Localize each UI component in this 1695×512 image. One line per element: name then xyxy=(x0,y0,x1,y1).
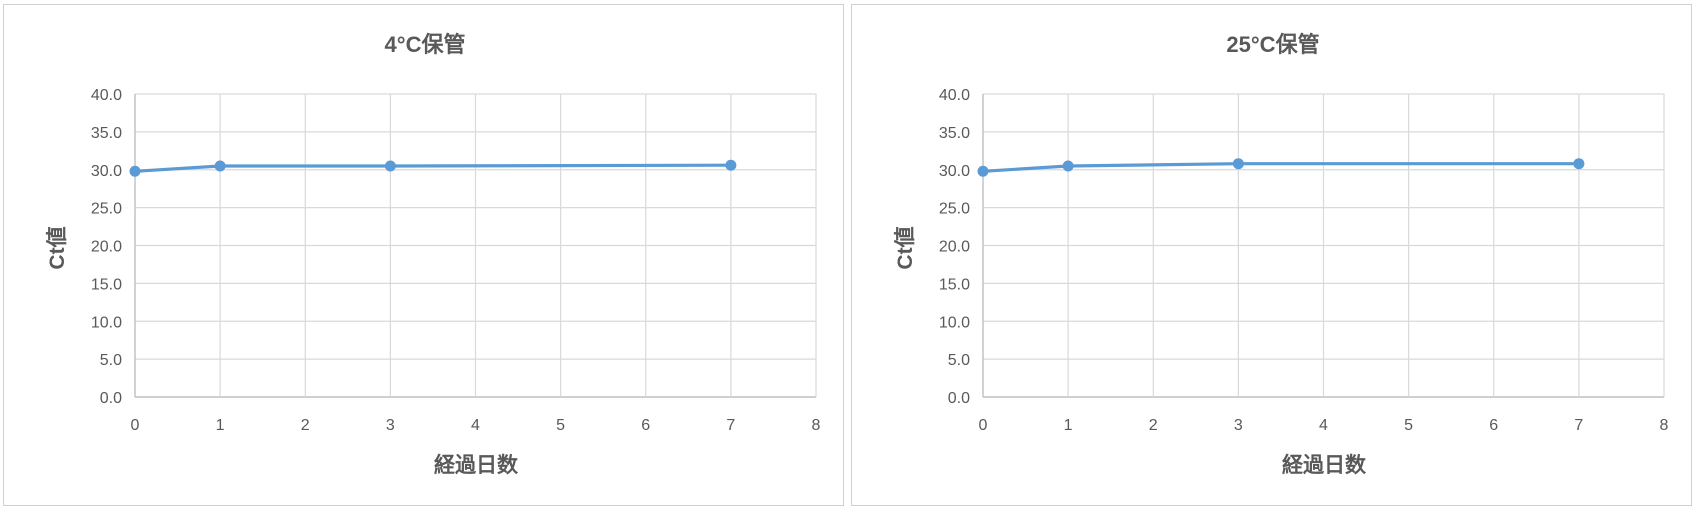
y-tick-label: 15.0 xyxy=(939,276,970,293)
data-point xyxy=(977,165,989,177)
y-tick-label: 35.0 xyxy=(939,125,970,142)
x-axis-title: 経過日数 xyxy=(434,453,519,477)
y-tick-label: 40.0 xyxy=(939,87,970,104)
x-tick-label: 7 xyxy=(726,417,735,434)
chart-panel-4c: 4°C保管 0.0 5.0 10.0 15.0 20.0 25.0 30.0 35.0 40.0… xyxy=(3,4,844,506)
x-tick-label: 4 xyxy=(1319,417,1328,434)
x-tick-labels: 0 1 2 3 4 5 6 7 8 xyxy=(979,417,1669,434)
y-tick-label: 40.0 xyxy=(91,87,122,104)
x-tick-label: 0 xyxy=(131,417,140,434)
series xyxy=(977,158,1585,177)
chart-panel-25c: 25°C保管 0.0 5.0 10.0 15.0 20.0 25.0 30.0 35.0 40.… xyxy=(851,4,1692,506)
x-tick-label: 6 xyxy=(641,417,650,434)
x-tick-label: 6 xyxy=(1489,417,1498,434)
x-tick-label: 0 xyxy=(979,417,988,434)
grid xyxy=(982,93,1665,398)
y-tick-label: 25.0 xyxy=(939,201,970,218)
x-tick-label: 1 xyxy=(1064,417,1073,434)
x-tick-label: 2 xyxy=(1149,417,1158,434)
x-tick-labels: 0 1 2 3 4 5 6 7 8 xyxy=(131,417,821,434)
y-tick-label: 10.0 xyxy=(939,314,970,331)
data-point xyxy=(384,160,396,172)
x-tick-label: 8 xyxy=(1660,417,1669,434)
y-tick-label: 20.0 xyxy=(91,239,122,256)
series-line xyxy=(981,162,1581,173)
x-tick-label: 1 xyxy=(216,417,225,434)
x-tick-label: 3 xyxy=(386,417,395,434)
data-point xyxy=(214,160,226,172)
y-axis-title: Ct値 xyxy=(893,226,917,269)
x-tick-label: 8 xyxy=(812,417,821,434)
chart-svg: 25°C保管 0.05.010.015.020.025.030.035.040.… xyxy=(893,32,1669,477)
x-axis-title: 経過日数 xyxy=(1282,453,1367,477)
data-point xyxy=(725,159,737,171)
y-tick-label: 30.0 xyxy=(91,163,122,180)
y-tick-labels: 0.0 5.0 10.0 15.0 20.0 25.0 30.0 35.0 40.0 xyxy=(91,87,122,407)
chart-svg: 4°C保管 0.05.010.015.020.025.030.035.040.0… xyxy=(45,32,821,477)
y-axis-title: Ct値 xyxy=(45,226,69,269)
y-tick-label: 0.0 xyxy=(948,390,970,407)
x-tick-label: 5 xyxy=(556,417,565,434)
x-tick-label: 5 xyxy=(1404,417,1413,434)
data-point xyxy=(1573,158,1585,170)
y-tick-label: 15.0 xyxy=(91,276,122,293)
data-point xyxy=(129,165,141,177)
y-tick-labels: 0.0 5.0 10.0 15.0 20.0 25.0 30.0 35.0 40.0 xyxy=(939,87,970,407)
x-tick-label: 2 xyxy=(301,417,310,434)
y-tick-label: 30.0 xyxy=(939,163,970,180)
x-tick-label: 4 xyxy=(471,417,480,434)
y-tick-label: 5.0 xyxy=(100,352,122,369)
y-tick-label: 5.0 xyxy=(948,352,970,369)
y-tick-label: 20.0 xyxy=(939,239,970,256)
data-point xyxy=(1232,158,1244,170)
grid xyxy=(134,93,817,398)
y-tick-label: 10.0 xyxy=(91,314,122,331)
x-tick-label: 7 xyxy=(1574,417,1583,434)
series-line xyxy=(133,163,733,173)
y-tick-label: 0.0 xyxy=(100,390,122,407)
chart-title: 4°C保管 xyxy=(385,32,466,57)
chart-title: 25°C保管 xyxy=(1226,32,1319,57)
y-tick-label: 25.0 xyxy=(91,201,122,218)
y-tick-label: 35.0 xyxy=(91,125,122,142)
data-point xyxy=(1062,160,1074,172)
series xyxy=(129,159,737,177)
x-tick-label: 3 xyxy=(1234,417,1243,434)
